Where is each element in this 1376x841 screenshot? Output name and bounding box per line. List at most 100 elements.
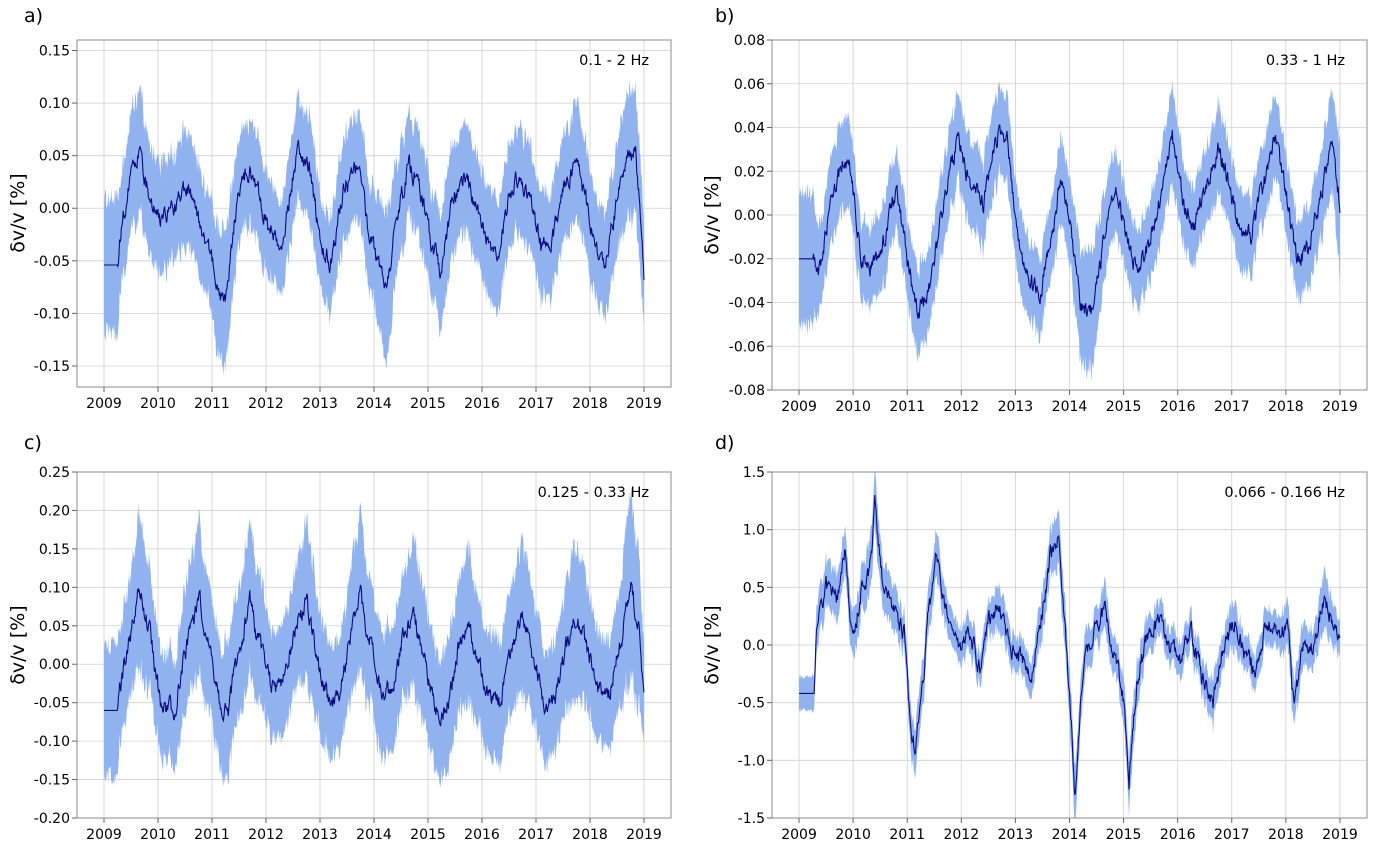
x-tick-label: 2019 — [1322, 827, 1358, 841]
y-tick-label: 0.00 — [39, 657, 70, 673]
y-axis-label: δv/v [%] — [7, 605, 29, 684]
frequency-band-label: 0.125 - 0.33 Hz — [538, 485, 649, 501]
y-tick-label: -0.08 — [729, 383, 765, 399]
y-tick-label: 0.04 — [734, 121, 765, 137]
x-tick-label: 2011 — [889, 827, 925, 841]
y-tick-label: -1.5 — [738, 811, 765, 827]
y-tick-label: 1.5 — [743, 465, 765, 481]
y-tick-label: -0.5 — [738, 696, 765, 712]
y-tick-label: 0.15 — [39, 44, 70, 60]
panel-a: 2009 2010 2011 2012 2013 2014 2015 2016 2017 2018… — [7, 5, 672, 412]
y-axis-label: δv/v [%] — [701, 605, 723, 684]
x-tick-label: 2013 — [302, 827, 338, 841]
x-tick-label: 2016 — [464, 396, 500, 412]
x-tick-label: 2011 — [194, 827, 230, 841]
x-tick-label: 2017 — [518, 396, 554, 412]
x-tick-label: 2010 — [835, 399, 871, 415]
y-tick-label: 0.06 — [734, 77, 765, 93]
frequency-band-label: 0.1 - 2 Hz — [579, 53, 649, 69]
x-tick-label: 2016 — [1160, 399, 1196, 415]
x-tick-label: 2011 — [194, 396, 230, 412]
x-tick-label: 2019 — [626, 396, 662, 412]
x-tick-label: 2012 — [943, 399, 979, 415]
y-tick-label: -0.10 — [34, 306, 70, 322]
x-tick-label: 2010 — [140, 396, 176, 412]
uncertainty-band — [104, 78, 644, 377]
x-tick-label: 2009 — [86, 396, 122, 412]
x-tick-label: 2016 — [1160, 827, 1196, 841]
x-tick-label: 2010 — [140, 827, 176, 841]
panel-letter: a) — [24, 5, 43, 27]
y-tick-label: 0.00 — [734, 208, 765, 224]
x-tick-label: 2012 — [943, 827, 979, 841]
x-tick-label: 2013 — [302, 396, 338, 412]
panel-d: 2009 2010 2011 2012 2013 2014 2015 2016 2017 2018… — [701, 432, 1368, 841]
y-tick-label: 0.05 — [39, 619, 70, 635]
dvv-line — [104, 581, 645, 727]
uncertainty-band — [104, 488, 644, 789]
x-tick-label: 2011 — [889, 399, 925, 415]
y-tick-label: -0.06 — [729, 339, 765, 355]
x-tick-label: 2019 — [626, 827, 662, 841]
x-tick-label: 2015 — [410, 396, 446, 412]
y-tick-label: 0.05 — [39, 149, 70, 165]
frequency-band-label: 0.066 - 0.166 Hz — [1224, 485, 1345, 501]
panel-c: 2009 2010 2011 2012 2013 2014 2015 2016 2017 2018… — [7, 432, 672, 841]
x-tick-label: 2015 — [1106, 399, 1142, 415]
panel-letter: c) — [24, 432, 42, 454]
y-tick-label: 0.02 — [734, 164, 765, 180]
x-tick-label: 2009 — [86, 827, 122, 841]
x-tick-label: 2009 — [781, 827, 817, 841]
y-tick-label: 0.5 — [743, 580, 765, 596]
x-tick-label: 2012 — [248, 396, 284, 412]
x-tick-label: 2019 — [1322, 399, 1358, 415]
y-tick-label: -1.0 — [738, 753, 765, 769]
x-tick-label: 2009 — [781, 399, 817, 415]
y-tick-label: 1.0 — [743, 523, 765, 539]
y-tick-label: -0.15 — [34, 359, 70, 375]
x-tick-label: 2014 — [1052, 399, 1088, 415]
x-tick-label: 2014 — [1052, 827, 1088, 841]
x-tick-label: 2015 — [1106, 827, 1142, 841]
uncertainty-band — [799, 472, 1340, 818]
panel-b: 2009 2010 2011 2012 2013 2014 2015 2016 2017 2018… — [701, 5, 1368, 415]
x-tick-label: 2016 — [464, 827, 500, 841]
x-tick-label: 2014 — [356, 396, 392, 412]
x-tick-label: 2018 — [1268, 827, 1304, 841]
panel-letter: b) — [715, 5, 734, 27]
y-tick-label: 0.25 — [39, 465, 70, 481]
y-tick-label: 0.15 — [39, 542, 70, 558]
dvv-line — [799, 124, 1341, 319]
y-tick-label: 0.0 — [743, 638, 765, 654]
x-tick-label: 2017 — [1214, 399, 1250, 415]
y-tick-label: -0.02 — [729, 252, 765, 268]
x-tick-label: 2014 — [356, 827, 392, 841]
x-tick-label: 2012 — [248, 827, 284, 841]
y-tick-label: 0.10 — [39, 96, 70, 112]
uncertainty-band — [799, 79, 1340, 381]
y-tick-label: 0.00 — [39, 201, 70, 217]
frequency-band-label: 0.33 - 1 Hz — [1266, 53, 1345, 69]
x-tick-label: 2018 — [572, 396, 608, 412]
x-tick-label: 2017 — [1214, 827, 1250, 841]
x-tick-label: 2010 — [835, 827, 871, 841]
y-tick-label: -0.15 — [34, 773, 70, 789]
x-tick-label: 2015 — [410, 827, 446, 841]
y-tick-label: -0.05 — [34, 254, 70, 270]
x-tick-label: 2013 — [998, 399, 1034, 415]
x-tick-label: 2018 — [572, 827, 608, 841]
x-tick-label: 2018 — [1268, 399, 1304, 415]
y-axis-label: δv/v [%] — [7, 173, 29, 252]
y-axis-label: δv/v [%] — [701, 175, 723, 254]
y-tick-label: 0.08 — [734, 33, 765, 49]
y-tick-label: -0.04 — [729, 296, 765, 312]
y-tick-label: 0.20 — [39, 503, 70, 519]
dvv-line — [799, 494, 1341, 796]
y-tick-label: 0.10 — [39, 580, 70, 596]
y-tick-label: -0.20 — [34, 811, 70, 827]
dvv-line — [104, 139, 645, 303]
x-tick-label: 2017 — [518, 827, 554, 841]
y-tick-label: -0.05 — [34, 696, 70, 712]
x-tick-label: 2013 — [998, 827, 1034, 841]
